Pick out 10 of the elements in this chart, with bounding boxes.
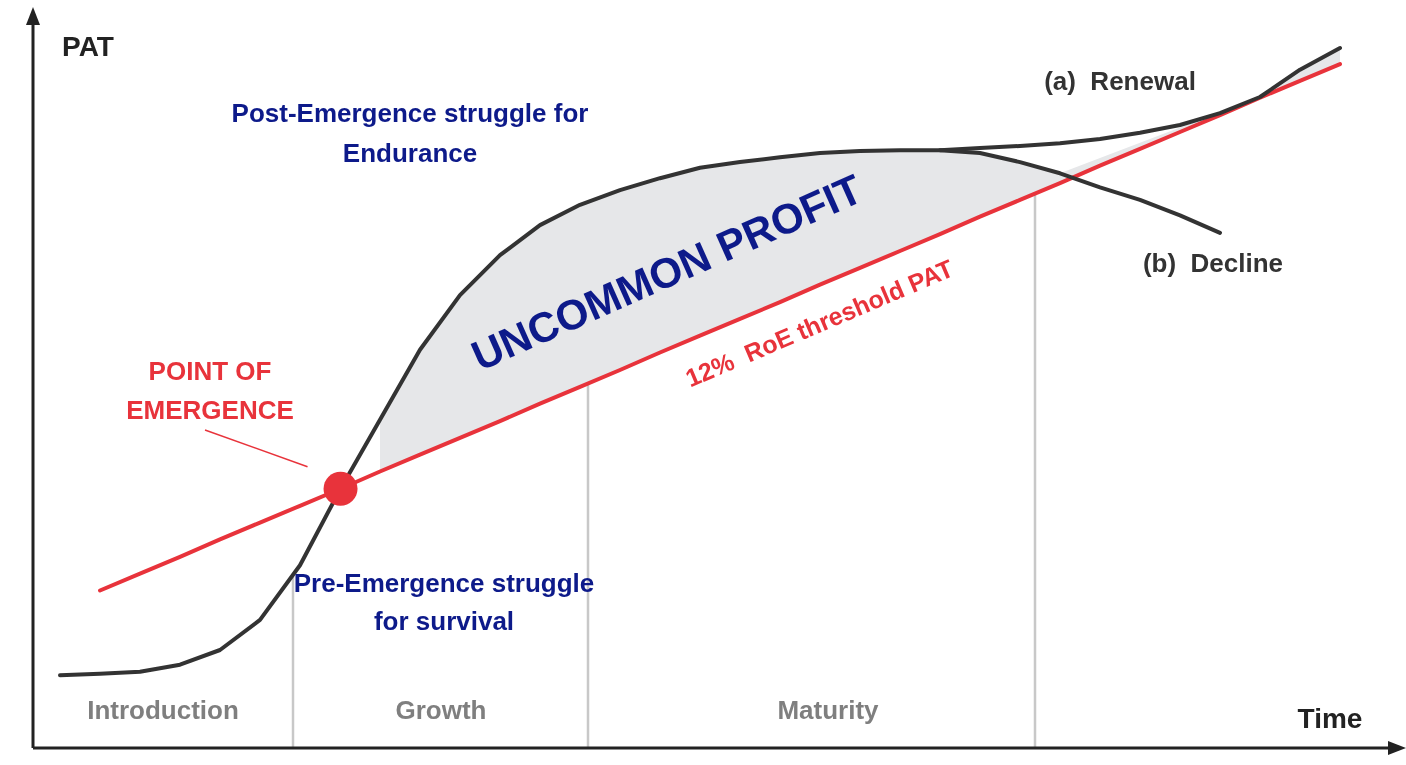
x-axis-title: Time: [1297, 702, 1363, 734]
annotation: Growth: [395, 695, 487, 726]
annotation: Maturity: [777, 695, 880, 726]
series-label: (a) Renewal: [1044, 66, 1196, 97]
annotation: Post-Emergence struggle for Endurance: [231, 98, 589, 169]
series-label: (b) Decline: [1142, 248, 1284, 279]
annotation: POINT OF EMERGENCE: [126, 356, 294, 426]
annotation: Introduction: [87, 695, 239, 726]
y-axis-title: PAT: [62, 30, 114, 62]
annotation: Pre-Emergence struggle for survival: [293, 568, 595, 637]
